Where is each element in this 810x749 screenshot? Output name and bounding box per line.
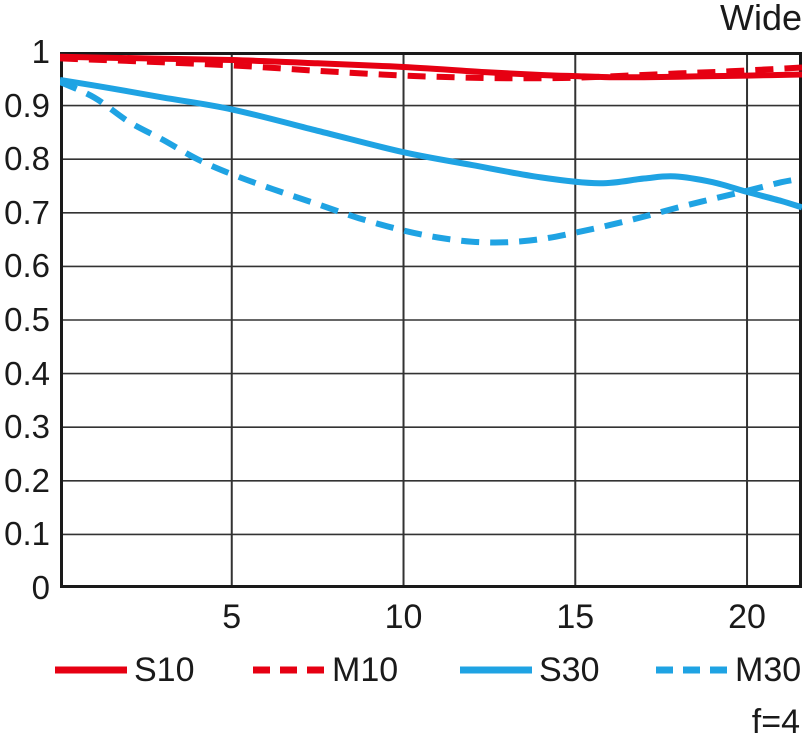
legend-swatch-dashed — [253, 666, 325, 674]
legend-item-s30: S30 — [460, 650, 600, 690]
x-tick-label-5: 5 — [222, 598, 242, 636]
y-tick-label-0.3: 0.3 — [4, 408, 50, 446]
chart-title: Wide — [719, 0, 802, 38]
series-m30 — [60, 79, 802, 246]
series-s30 — [60, 76, 802, 211]
series-m10 — [60, 55, 802, 82]
plot-area — [60, 52, 802, 588]
legend-item-s10: S10 — [55, 650, 195, 690]
x-tick-label-20: 20 — [728, 598, 766, 636]
y-tick-label-0.7: 0.7 — [4, 193, 50, 231]
legend-label-m10: M10 — [332, 651, 399, 689]
y-tick-label-0.8: 0.8 — [4, 140, 50, 178]
plot-frame — [60, 52, 802, 588]
x-tick-label-10: 10 — [384, 598, 423, 636]
legend-label-s30: S30 — [539, 651, 600, 689]
legend-label-s10: S10 — [134, 651, 195, 689]
y-tick-label-0.6: 0.6 — [4, 247, 50, 285]
y-tick-label-0.5: 0.5 — [4, 301, 50, 338]
y-tick-label-0.4: 0.4 — [4, 354, 50, 392]
y-tick-label-0.1: 0.1 — [4, 515, 50, 553]
legend-item-m30: M30 — [656, 650, 801, 690]
legend-swatch-solid — [460, 666, 532, 674]
aperture-annotation: f=4 — [751, 703, 800, 741]
series-s10 — [60, 53, 802, 81]
legend-label-m30: M30 — [735, 651, 802, 689]
legend-swatch-dashed — [656, 666, 728, 674]
legend-item-m10: M10 — [253, 650, 398, 690]
y-tick-label-0.2: 0.2 — [4, 461, 50, 499]
x-tick-label-15: 15 — [556, 598, 595, 636]
y-tick-label-0: 0 — [31, 569, 50, 606]
y-tick-label-1: 1 — [31, 33, 50, 70]
legend-swatch-solid — [55, 666, 127, 674]
y-tick-label-0.9: 0.9 — [4, 86, 50, 124]
